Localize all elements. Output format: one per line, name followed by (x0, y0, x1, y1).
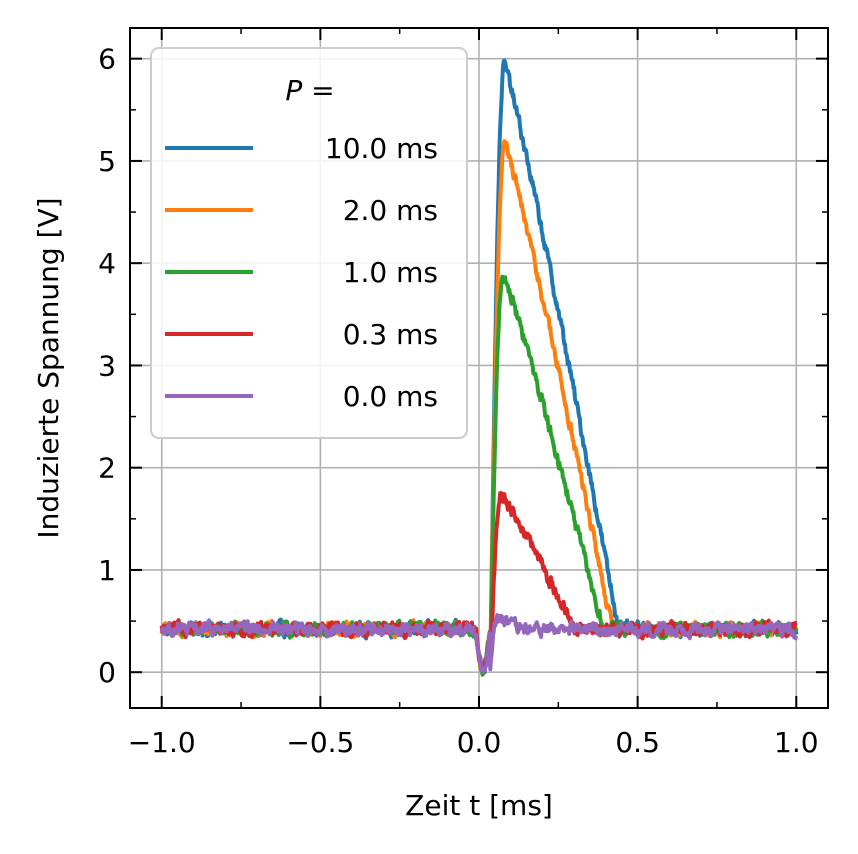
legend-entry-label: 2.0 ms (343, 194, 438, 227)
x-tick-label: −1.0 (128, 726, 196, 759)
ticks: −1.0 −0.5 0.0 0.5 1.0 0 1 2 3 4 5 6 (98, 28, 828, 759)
legend-entry-label: 0.0 ms (343, 380, 438, 413)
y-tick-label: 6 (98, 43, 116, 76)
legend-entry-label: 0.3 ms (343, 318, 438, 351)
x-tick-label: 0.0 (457, 726, 502, 759)
y-tick-label: 2 (98, 452, 116, 485)
x-tick-label: 1.0 (774, 726, 819, 759)
legend-box (150, 47, 468, 439)
legend-title: P = (285, 74, 334, 107)
x-tick-label: −0.5 (286, 726, 354, 759)
y-tick-label: 0 (98, 656, 116, 689)
series-line-4 (159, 613, 799, 673)
series-layer (159, 58, 799, 677)
y-tick-label: 4 (98, 247, 116, 280)
x-tick-label: 0.5 (615, 726, 660, 759)
y-tick-label: 3 (98, 349, 116, 382)
y-axis-label: Induzierte Spannung [V] (32, 197, 65, 538)
legend: P = 10.0 ms 2.0 ms 1.0 ms 0.3 ms 0.0 ms (150, 47, 468, 439)
y-tick-label: 5 (98, 145, 116, 178)
x-axis-label: Zeit t [ms] (405, 789, 553, 822)
legend-entry-label: 10.0 ms (325, 132, 438, 165)
y-tick-label: 1 (98, 554, 116, 587)
legend-entry-label: 1.0 ms (343, 256, 438, 289)
